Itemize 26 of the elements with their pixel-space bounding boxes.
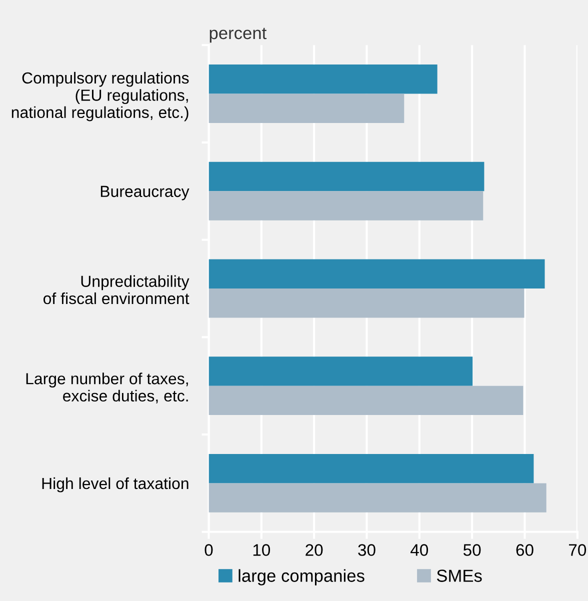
y-tick-label: Large number of taxes, excise duties, etc. — [26, 372, 188, 404]
x-tick-label: 50 — [463, 544, 481, 556]
legend-label: SMEs — [436, 570, 482, 582]
x-tick-label: 10 — [253, 544, 270, 556]
bar — [208, 191, 484, 220]
x-tick-label: 70 — [569, 544, 586, 556]
x-tick-label: 60 — [516, 544, 534, 556]
bar — [208, 288, 524, 318]
x-tick-label: 0 — [204, 544, 213, 556]
bar — [208, 454, 534, 484]
bar — [208, 356, 473, 386]
bar — [208, 94, 404, 123]
x-tick-label: 20 — [306, 544, 323, 556]
y-tick-label: High level of taxation — [42, 477, 188, 492]
bar — [208, 162, 484, 192]
y-tick-label: Compulsory regulations (EU regulations, national regulations, etc.) — [12, 72, 189, 122]
bar — [208, 483, 546, 512]
bar — [208, 64, 438, 94]
bar — [208, 386, 524, 416]
x-tick-label: 40 — [410, 544, 428, 556]
legend-label: large companies — [238, 569, 364, 586]
x-axis-title: percent — [210, 28, 267, 43]
bar — [208, 259, 545, 288]
y-tick-label: Unpredictability of fiscal environment — [43, 275, 190, 304]
x-tick-label: 30 — [358, 544, 376, 556]
y-tick-label: Bureaucracy — [100, 186, 190, 200]
